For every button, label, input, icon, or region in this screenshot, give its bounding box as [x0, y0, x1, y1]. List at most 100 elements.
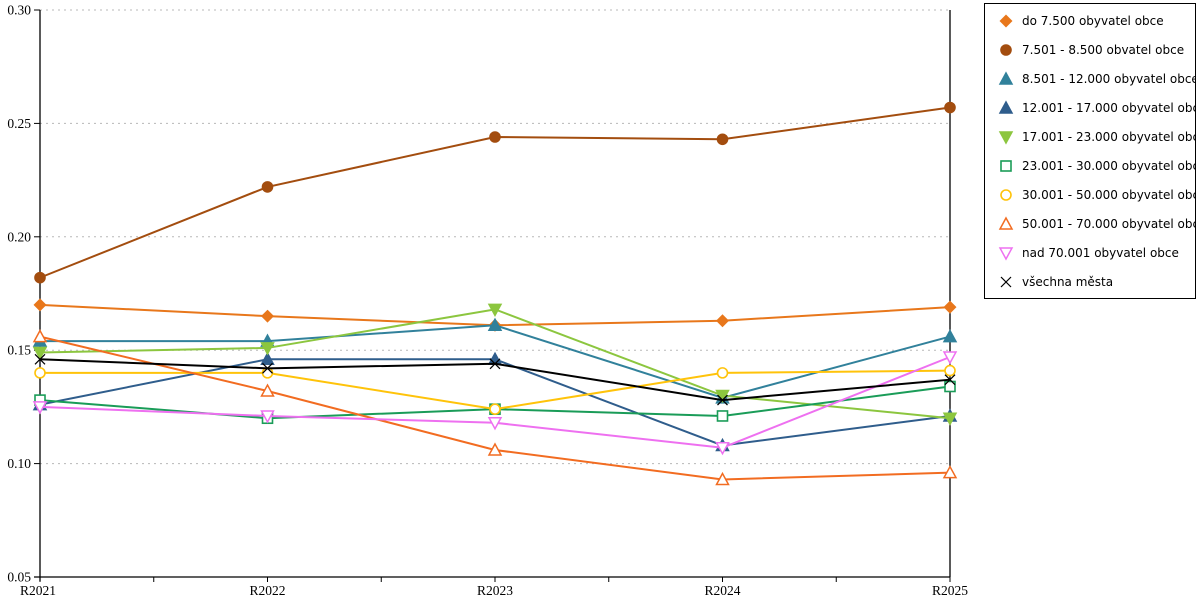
circle-marker-icon	[261, 181, 274, 193]
triangle-down-marker-icon	[998, 130, 1014, 145]
circle-marker-icon	[1000, 188, 1012, 201]
legend-item-label: 8.501 - 12.000 obyvatel obce	[1022, 71, 1195, 86]
triangle-up-marker-icon	[487, 442, 503, 456]
circle-marker-icon	[34, 271, 46, 284]
triangle-up-marker-icon	[942, 465, 958, 479]
diamond-marker-icon	[716, 314, 729, 328]
legend-item-label: 30.001 - 50.000 obyvatel obc...	[1022, 187, 1195, 202]
triangle-up-marker-icon	[998, 70, 1014, 85]
legend-item-label: 17.001 - 23.000 obyvatel obc...	[1022, 129, 1195, 144]
y-tick-label: 0.25	[7, 116, 31, 131]
legend-item-0: do 7.500 obyvatel obce	[985, 8, 1195, 34]
circle-marker-icon	[1000, 43, 1012, 56]
triangle-up-marker-icon	[487, 317, 503, 332]
series-9	[34, 353, 956, 406]
legend: do 7.500 obyvatel obce 7.501 - 8.500 obva…	[984, 3, 1196, 299]
legend-item-5: 23.001 - 30.000 obyvatel obc...	[985, 153, 1195, 179]
x-marker-icon	[1000, 276, 1012, 287]
triangle-down-marker-icon	[942, 412, 958, 426]
circle-marker-icon	[261, 367, 274, 379]
triangle-up-marker-icon	[998, 215, 1014, 230]
triangle-down-marker-icon	[487, 303, 503, 317]
triangle-down-marker-icon	[998, 130, 1014, 145]
triangle-up-marker-icon	[260, 351, 275, 366]
legend-item-label: 12.001 - 17.000 obyvatel obc...	[1022, 100, 1195, 115]
triangle-up-marker-icon	[998, 99, 1014, 114]
x-tick-label: R2022	[249, 583, 285, 598]
square-marker-icon	[944, 380, 956, 393]
x-tick-label: R2025	[932, 583, 968, 598]
legend-item-3: 12.001 - 17.000 obyvatel obc...	[985, 95, 1195, 121]
triangle-down-marker-icon	[715, 441, 730, 456]
circle-marker-icon	[944, 364, 956, 377]
x-marker-icon	[34, 353, 46, 365]
legend-item-2: 8.501 - 12.000 obyvatel obce	[985, 66, 1195, 92]
x-marker-icon	[262, 362, 273, 374]
series-6	[34, 364, 956, 415]
legend-item-label: nad 70.001 obyvatel obce	[1022, 245, 1179, 260]
series-1	[34, 101, 956, 284]
triangle-up-marker-icon	[998, 99, 1014, 114]
diamond-marker-icon	[943, 300, 957, 314]
legend-item-label: do 7.500 obyvatel obce	[1022, 13, 1164, 28]
triangle-up-marker-icon	[715, 471, 730, 486]
legend-item-7: 50.001 - 70.000 obyvatel obc...	[985, 211, 1195, 237]
triangle-down-marker-icon	[32, 401, 48, 415]
triangle-up-marker-icon	[998, 215, 1014, 230]
legend-item-1: 7.501 - 8.500 obvatel obce	[985, 37, 1195, 63]
square-marker-icon	[1000, 159, 1012, 172]
x-marker-icon	[944, 374, 956, 386]
square-marker-icon	[716, 410, 729, 422]
legend-item-9: všechna města	[985, 269, 1195, 295]
y-tick-label: 0.10	[7, 456, 31, 471]
diamond-marker-icon	[33, 298, 47, 312]
legend-item-label: 23.001 - 30.000 obyvatel obc...	[1022, 158, 1195, 173]
circle-marker-icon	[716, 133, 729, 146]
series-8	[32, 351, 958, 456]
legend-item-label: všechna města	[1022, 274, 1114, 289]
series-7	[32, 329, 958, 486]
circle-marker-icon	[1000, 43, 1012, 56]
square-marker-icon	[1000, 159, 1012, 172]
diamond-marker-icon	[999, 14, 1013, 27]
y-tick-label: 0.20	[7, 229, 31, 244]
y-tick-label: 0.30	[7, 3, 31, 18]
series-line	[39, 358, 951, 402]
triangle-down-marker-icon	[260, 342, 275, 356]
x-tick-label: R2023	[477, 583, 513, 598]
diamond-marker-icon	[999, 14, 1013, 27]
x-marker-icon	[1000, 276, 1012, 287]
circle-marker-icon	[716, 367, 729, 379]
triangle-down-marker-icon	[32, 346, 48, 361]
circle-marker-icon	[944, 101, 956, 114]
x-tick-label: R2024	[704, 583, 740, 598]
legend-item-4: 17.001 - 23.000 obyvatel obc...	[985, 124, 1195, 150]
triangle-up-marker-icon	[942, 329, 958, 343]
triangle-down-marker-icon	[487, 417, 503, 431]
triangle-down-marker-icon	[715, 389, 730, 404]
legend-item-label: 50.001 - 70.000 obyvatel obc...	[1022, 216, 1195, 231]
diamond-marker-icon	[261, 309, 274, 323]
triangle-down-marker-icon	[998, 246, 1014, 261]
circle-marker-icon	[489, 131, 501, 143]
triangle-down-marker-icon	[942, 351, 958, 365]
x-tick-label: R2021	[20, 583, 56, 598]
series-5	[34, 380, 956, 425]
circle-marker-icon	[34, 367, 46, 379]
x-marker-icon	[717, 394, 728, 406]
series-4	[32, 303, 958, 426]
y-tick-label: 0.05	[7, 570, 31, 585]
legend-item-6: 30.001 - 50.000 obyvatel obc...	[985, 182, 1195, 208]
x-marker-icon	[489, 358, 501, 370]
triangle-down-marker-icon	[260, 410, 275, 424]
legend-item-label: 7.501 - 8.500 obvatel obce	[1022, 42, 1185, 57]
y-tick-label: 0.15	[7, 343, 31, 358]
legend-item-8: nad 70.001 obyvatel obce	[985, 240, 1195, 266]
circle-marker-icon	[489, 403, 501, 415]
circle-marker-icon	[1000, 188, 1012, 201]
triangle-up-marker-icon	[260, 383, 275, 397]
triangle-up-marker-icon	[32, 329, 48, 343]
triangle-down-marker-icon	[998, 246, 1014, 261]
